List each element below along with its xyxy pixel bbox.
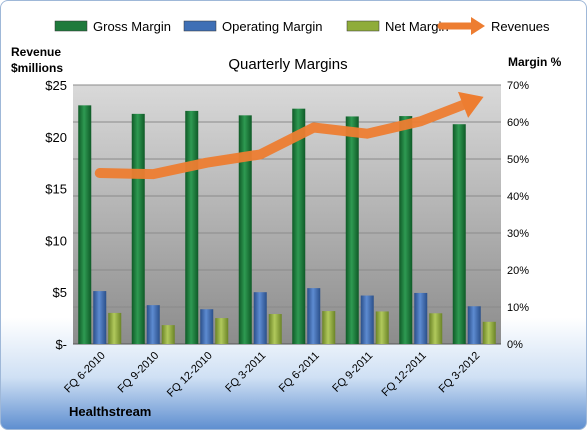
operating-margin-bar <box>253 292 267 344</box>
x-tick-label: FQ 3-2011 <box>223 350 268 395</box>
y-left-tick-label: $20 <box>45 130 67 145</box>
y-right-tick-label: 30% <box>507 228 529 240</box>
y-right-tick-label: 0% <box>507 339 523 351</box>
net-margin-bar <box>108 312 122 344</box>
y-left-label-line2: $millions <box>11 61 63 75</box>
x-tick-label: FQ 12-2011 <box>379 350 428 399</box>
operating-margin-bar <box>93 291 107 344</box>
operating-margin-bar <box>200 309 214 344</box>
y-right-tick-label: 60% <box>507 117 529 129</box>
gross-margin-bar <box>238 115 252 344</box>
legend-swatch-gross-margin <box>54 20 88 32</box>
revenue-line <box>94 99 469 180</box>
company-name: Healthstream <box>69 404 151 419</box>
x-tick-label: FQ 3-2012 <box>437 350 483 396</box>
y-right-label: Margin % <box>508 55 562 69</box>
y-right-tick-label: 10% <box>507 302 529 314</box>
operating-margin-bar <box>360 295 374 344</box>
net-margin-bar <box>375 311 389 344</box>
y-right-tick-label: 50% <box>507 154 529 166</box>
legend-label-net-margin: Net Margin <box>385 19 449 34</box>
x-tick-label: FQ 9-2011 <box>330 350 375 395</box>
x-tick-label: FQ 12-2010 <box>165 350 215 400</box>
y-left-tick-label: $- <box>55 337 67 352</box>
y-left-tick-label: $15 <box>45 182 67 197</box>
legend-arrow-revenues <box>471 17 485 35</box>
gross-margin-bar <box>292 108 306 345</box>
revenue-line-group <box>94 91 484 180</box>
x-tick-label: FQ 6-2010 <box>62 350 108 396</box>
gross-margin-bar <box>78 105 92 344</box>
net-margin-bar <box>482 321 496 344</box>
y-right-tick-label: 40% <box>507 191 529 203</box>
gross-margin-bar <box>452 124 466 344</box>
net-margin-bar <box>161 325 175 344</box>
legend-label-operating-margin: Operating Margin <box>222 19 322 34</box>
net-margin-bar <box>215 318 229 344</box>
x-tick-label: FQ 6-2011 <box>277 350 322 395</box>
gross-margin-bar <box>185 110 199 345</box>
net-margin-bar <box>322 311 336 344</box>
legend-label-gross-margin: Gross Margin <box>93 19 171 34</box>
legend-label-revenues: Revenues <box>491 19 550 34</box>
operating-margin-bar <box>146 305 160 344</box>
legend: Gross Margin Operating Margin Net Margin Re… <box>54 17 550 35</box>
gross-margin-bar <box>131 113 145 344</box>
y-right-tick-label: 70% <box>507 80 529 92</box>
y-left-tick-label: $25 <box>45 78 67 93</box>
net-margin-bar <box>268 314 282 344</box>
operating-margin-bar <box>307 288 321 344</box>
y-right-tick-label: 20% <box>507 265 529 277</box>
legend-swatch-net-margin <box>346 20 380 32</box>
net-margin-bar <box>429 313 443 344</box>
gross-margin-bar <box>345 116 359 344</box>
revenue-arrowhead <box>458 91 484 118</box>
operating-margin-bar <box>467 306 481 344</box>
y-left-label-line1: Revenue <box>11 45 61 59</box>
gross-margin-bar <box>399 116 413 344</box>
legend-swatch-operating-margin <box>183 20 217 32</box>
x-tick-label: FQ 9-2010 <box>116 350 162 396</box>
chart-title: Quarterly Margins <box>228 56 347 73</box>
y-left-tick-label: $5 <box>53 285 67 300</box>
operating-margin-bar <box>414 292 428 344</box>
y-left-tick-label: $10 <box>45 233 67 248</box>
